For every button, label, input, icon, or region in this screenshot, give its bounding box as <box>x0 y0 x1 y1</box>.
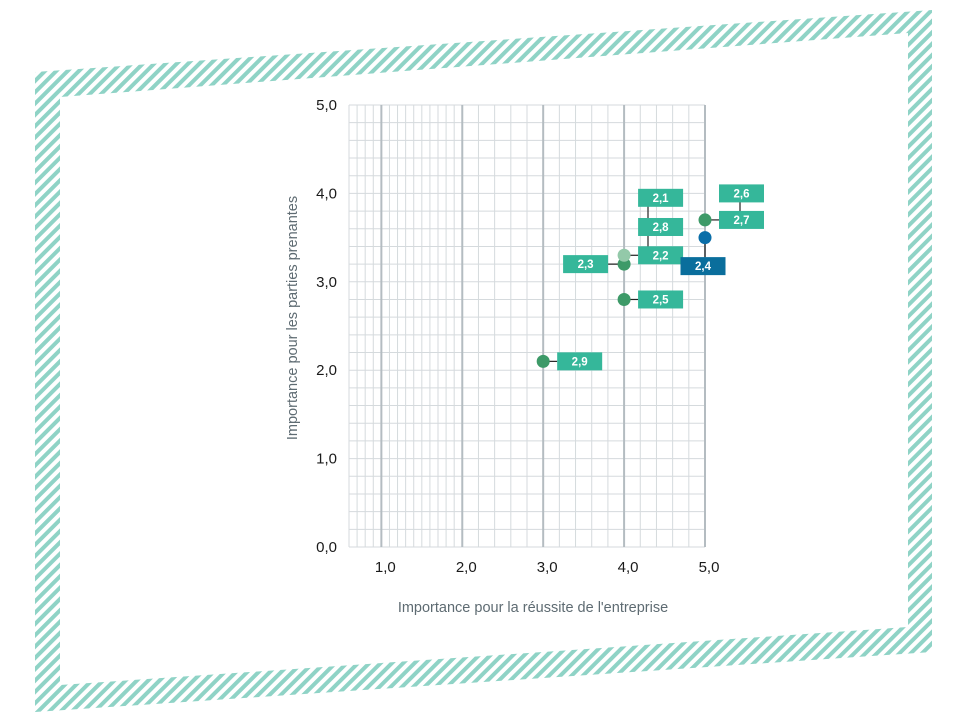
point-labels: 2,9 2,5 2,3 2,2 2,8 2,1 2,4 2,7 2,6 <box>557 184 764 371</box>
y-axis-title: Importance pour les parties prenantes <box>285 196 301 440</box>
value-badge <box>719 184 764 203</box>
value-badge-label: 2,4 <box>695 261 712 273</box>
value-badge <box>638 217 684 236</box>
x-tick-label: 5,0 <box>699 559 720 576</box>
x-tick-label: 4,0 <box>618 559 639 576</box>
value-badge <box>680 257 726 276</box>
value-badge <box>638 290 684 309</box>
data-points <box>536 213 712 368</box>
value-badge-label: 2,2 <box>653 250 669 262</box>
value-badge <box>719 210 764 229</box>
value-badge-label: 2,7 <box>734 215 750 227</box>
data-point <box>698 231 712 245</box>
y-tick-label: 2,0 <box>316 362 337 379</box>
value-badge-label: 2,1 <box>653 193 670 205</box>
plot-grid <box>348 104 706 548</box>
x-tick-label: 1,0 <box>375 559 396 576</box>
striped-frame <box>35 10 932 712</box>
value-badge-label: 2,8 <box>653 222 670 234</box>
data-point <box>536 354 550 368</box>
value-badge-label: 2,6 <box>734 188 750 200</box>
x-axis-title: Importance pour la réussite de l'entrepr… <box>398 600 668 616</box>
data-point <box>617 248 631 262</box>
value-badge-label: 2,3 <box>578 259 594 271</box>
axis-ticks: 1,0 2,0 3,0 4,0 5,0 0,0 1,0 2,0 3,0 4,0 5,0 <box>316 97 719 576</box>
data-point <box>617 292 631 306</box>
y-tick-label: 0,0 <box>316 539 337 556</box>
value-badge <box>638 246 684 265</box>
x-tick-label: 2,0 <box>456 559 477 576</box>
x-tick-label: 3,0 <box>537 559 558 576</box>
y-tick-label: 1,0 <box>316 451 337 468</box>
y-tick-label: 3,0 <box>316 274 337 291</box>
value-badge <box>557 352 603 371</box>
data-point <box>698 213 712 227</box>
value-badge-label: 2,5 <box>653 294 670 306</box>
y-tick-label: 5,0 <box>316 97 337 114</box>
value-badge-label: 2,9 <box>572 356 588 368</box>
value-badge <box>638 188 684 207</box>
value-badge <box>563 255 609 274</box>
y-tick-label: 4,0 <box>316 185 337 202</box>
